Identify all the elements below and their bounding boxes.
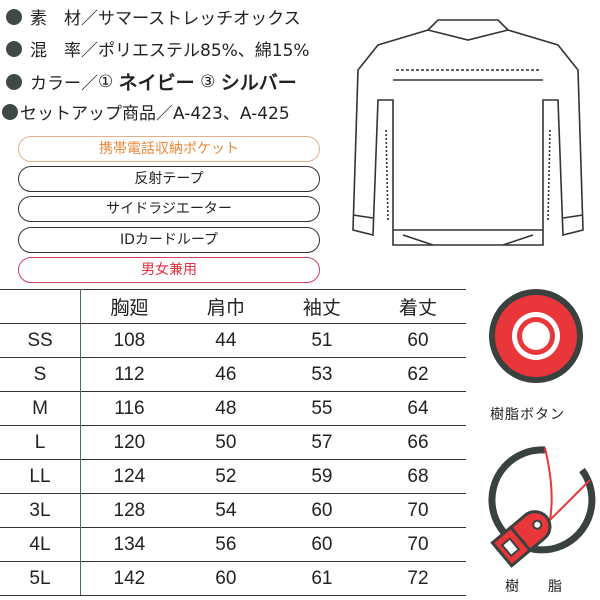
- spec-material: 素 材／サマーストレッチオックス: [6, 4, 301, 29]
- resin-zipper-caption-2: 脂: [548, 579, 562, 595]
- feature-phone-pocket: 携帯電話収納ポケット: [18, 136, 320, 162]
- header-size: [0, 289, 81, 324]
- header-length: 着丈: [369, 289, 466, 324]
- resin-button-icon: [489, 289, 583, 383]
- size-cell: 3L: [0, 493, 81, 528]
- value-cell: 55: [273, 391, 370, 426]
- color-silver: シルバー: [220, 72, 297, 94]
- spec-label: セットアップ商品: [20, 104, 156, 124]
- value-cell: 60: [273, 527, 370, 562]
- spec-label: 混 率: [30, 41, 81, 61]
- value-cell: 128: [80, 493, 178, 528]
- value-cell: 68: [369, 459, 466, 494]
- jacket-back-illustration: [352, 19, 584, 246]
- header-shoulder: 肩巾: [177, 289, 274, 324]
- feature-id-card-loop: IDカードループ: [18, 227, 320, 253]
- value-cell: 124: [80, 459, 178, 494]
- value-cell: 72: [369, 561, 466, 596]
- feature-side-radiator: サイドラジエーター: [18, 196, 320, 222]
- value-cell: 44: [177, 323, 274, 358]
- spec-value: ポリエステル85%、綿15%: [98, 41, 310, 61]
- separator: ／: [81, 9, 98, 29]
- resin-zipper-pull-icon: [488, 446, 596, 568]
- table-row: M 116 48 55 64: [0, 391, 466, 426]
- color-navy: ネイビー: [118, 72, 195, 94]
- size-cell: L: [0, 425, 81, 460]
- value-cell: 46: [177, 357, 274, 392]
- value-cell: 61: [273, 561, 370, 596]
- value-cell: 53: [273, 357, 370, 392]
- feature-reflective-tape: 反射テープ: [18, 166, 320, 192]
- value-cell: 60: [177, 561, 274, 596]
- value-cell: 108: [80, 323, 178, 358]
- spec-value: サマーストレッチオックス: [98, 9, 301, 29]
- value-cell: 48: [177, 391, 274, 426]
- color-number: ③: [200, 71, 216, 92]
- value-cell: 120: [80, 425, 178, 460]
- bullet-icon: [6, 8, 22, 25]
- size-cell: M: [0, 391, 81, 426]
- resin-zipper-caption-1: 樹: [505, 579, 519, 595]
- separator: ／: [81, 74, 98, 94]
- value-cell: 134: [80, 527, 178, 562]
- table-header-row: 胸廻 肩巾 袖丈 着丈: [0, 289, 466, 324]
- header-chest: 胸廻: [80, 289, 178, 324]
- size-table: 胸廻 肩巾 袖丈 着丈 SS 108 44 51 60 S 112 46 53 62 M 116 48 5…: [0, 289, 466, 596]
- value-cell: 57: [273, 425, 370, 460]
- value-cell: 56: [177, 527, 274, 562]
- value-cell: 54: [177, 493, 274, 528]
- separator: ／: [81, 41, 98, 61]
- spec-value: A-423、A-425: [173, 104, 290, 124]
- bullet-icon: [2, 103, 18, 120]
- value-cell: 112: [80, 357, 178, 392]
- spec-color: カラー／ ① ネイビー ③ シルバー: [6, 68, 297, 95]
- spec-label: カラー: [30, 74, 81, 94]
- bullet-icon: [6, 73, 22, 90]
- value-cell: 66: [369, 425, 466, 460]
- bullet-icon: [6, 40, 22, 57]
- color-number: ①: [98, 71, 114, 92]
- size-cell: S: [0, 357, 81, 392]
- value-cell: 70: [369, 493, 466, 528]
- header-sleeve: 袖丈: [273, 289, 370, 324]
- value-cell: 59: [273, 459, 370, 494]
- value-cell: 116: [80, 391, 178, 426]
- feature-unisex: 男女兼用: [18, 257, 320, 283]
- table-row: S 112 46 53 62: [0, 357, 466, 392]
- value-cell: 51: [273, 323, 370, 358]
- value-cell: 64: [369, 391, 466, 426]
- table-row: SS 108 44 51 60: [0, 323, 466, 358]
- size-cell: 5L: [0, 561, 81, 596]
- value-cell: 142: [80, 561, 178, 596]
- separator: ／: [156, 104, 173, 124]
- value-cell: 60: [273, 493, 370, 528]
- resin-button-caption: 樹脂ボタン: [490, 407, 565, 423]
- spec-blend: 混 率／ポリエステル85%、綿15%: [6, 36, 310, 61]
- table-row: 5L 142 60 61 72: [0, 561, 466, 596]
- spec-setup: セットアップ商品／ A-423、A-425: [2, 99, 290, 124]
- value-cell: 50: [177, 425, 274, 460]
- value-cell: 62: [369, 357, 466, 392]
- size-cell: SS: [0, 323, 81, 358]
- size-cell: 4L: [0, 527, 81, 562]
- value-cell: 60: [369, 323, 466, 358]
- value-cell: 52: [177, 459, 274, 494]
- size-cell: LL: [0, 459, 81, 494]
- table-row: 4L 134 56 60 70: [0, 527, 466, 562]
- spec-label: 素 材: [30, 9, 81, 29]
- table-row: 3L 128 54 60 70: [0, 493, 466, 528]
- table-row: L 120 50 57 66: [0, 425, 466, 460]
- value-cell: 70: [369, 527, 466, 562]
- table-row: LL 124 52 59 68: [0, 459, 466, 494]
